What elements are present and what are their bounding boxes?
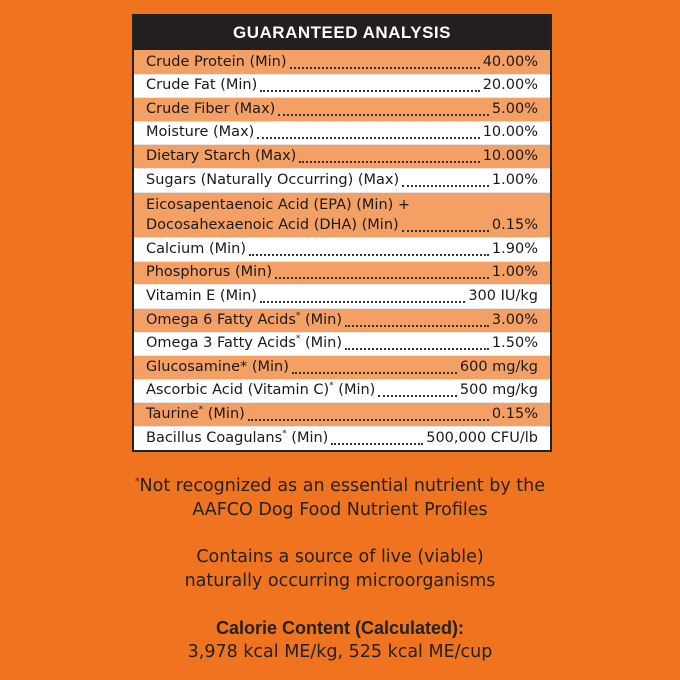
dot-leader	[402, 184, 489, 187]
dot-leader	[345, 324, 489, 327]
dot-leader	[259, 300, 466, 303]
nutrient-value: 1.00%	[491, 264, 538, 281]
footnote-text-1: Not recognized as an essential nutrient …	[139, 476, 545, 496]
nutrient-name: Moisture (Max)	[146, 124, 255, 141]
dot-leader	[247, 418, 489, 421]
nutrient-value: 600 mg/kg	[459, 358, 538, 375]
guaranteed-analysis-table: GUARANTEED ANALYSIS Crude Protein (Min) 4…	[132, 14, 552, 452]
nutrient-value: 20.00%	[482, 77, 538, 94]
footnote-marker: *	[295, 310, 301, 321]
table-row: Bacillus Coagulans* (Min) 500,000 CFU/lb	[134, 425, 550, 450]
nutrient-name: Omega 6 Fatty Acids* (Min)	[146, 310, 343, 328]
table-row: Taurine* (Min) 0.15%	[134, 402, 550, 426]
nutrient-name: Taurine* (Min)	[146, 405, 245, 422]
nutrient-value: 10.00%	[482, 124, 538, 141]
nutrient-name: Glucosamine* (Min)	[146, 358, 289, 375]
dot-leader	[257, 136, 480, 140]
dot-leader	[278, 113, 489, 116]
dot-leader	[378, 394, 457, 398]
dot-leader	[299, 160, 480, 163]
analysis-rows: Crude Protein (Min) 40.00% Crude Fat (Min)…	[134, 50, 550, 450]
footnote-line-2: AAFCO Dog Food Nutrient Profiles	[192, 500, 488, 520]
nutrient-value: 1.90%	[491, 240, 538, 257]
nutrient-value: 500,000 CFU/lb	[426, 429, 538, 446]
table-row: Crude Fat (Min) 20.00%	[134, 73, 550, 98]
nutrient-value: 1.00%	[491, 171, 538, 188]
dot-leader	[274, 276, 489, 280]
table-row: Glucosamine* (Min) 600 mg/kg	[134, 355, 550, 379]
live-note-line-1: Contains a source of live (viable)	[196, 547, 484, 567]
nutrient-name: Vitamin E (Min)	[146, 287, 257, 304]
table-row: Omega 3 Fatty Acids* (Min) 1.50%	[134, 331, 550, 356]
live-microorganisms-note: Contains a source of live (viable) natur…	[0, 545, 680, 593]
table-row: Vitamin E (Min) 300 IU/kg	[134, 284, 550, 308]
dot-leader	[249, 253, 489, 256]
nutrient-name: Bacillus Coagulans* (Min)	[146, 428, 329, 446]
dot-leader	[331, 442, 424, 445]
nutrient-value: 500 mg/kg	[459, 382, 538, 399]
nutrient-name: Crude Fat (Min)	[146, 77, 258, 94]
table-row: Dietary Starch (Max) 10.00%	[134, 144, 550, 168]
nutrient-value: 10.00%	[482, 147, 538, 164]
nutrient-name: Ascorbic Acid (Vitamin C)* (Min)	[146, 381, 376, 399]
nutrient-name: Calcium (Min)	[146, 240, 247, 257]
live-note-line-2: naturally occurring microorganisms	[184, 571, 496, 591]
table-row: Omega 6 Fatty Acids* (Min) 3.00%	[134, 307, 550, 332]
table-row: Crude Protein (Min) 40.00%	[134, 50, 550, 74]
dot-leader	[260, 89, 480, 93]
table-row: Crude Fiber (Max) 5.00%	[134, 97, 550, 121]
nutrient-name-line-1: Eicosapentaenoic Acid (EPA) (Min) +	[146, 197, 411, 214]
nutrient-value: 5.00%	[491, 100, 538, 117]
dot-leader	[289, 66, 480, 69]
nutrient-name: Crude Fiber (Max)	[146, 100, 276, 117]
table-header: GUARANTEED ANALYSIS	[134, 16, 550, 50]
notes-section: *Not recognized as an essential nutrient…	[0, 474, 680, 664]
table-row: Sugars (Naturally Occurring) (Max) 1.00%	[134, 167, 550, 192]
table-row: Phosphorus (Min) 1.00%	[134, 260, 550, 285]
calorie-title: Calorie Content (Calculated):	[215, 618, 465, 638]
footnote-asterisk: *	[135, 477, 140, 488]
nutrient-value: 300 IU/kg	[468, 287, 538, 304]
nutrient-name: Omega 3 Fatty Acids* (Min)	[146, 334, 343, 352]
nutrient-name: Sugars (Naturally Occurring) (Max)	[146, 171, 400, 188]
table-row: Calcium (Min) 1.90%	[134, 237, 550, 261]
calorie-value: 3,978 kcal ME/kg, 525 kcal ME/cup	[187, 642, 493, 662]
dot-leader	[401, 229, 489, 233]
nutrient-value: 3.00%	[491, 311, 538, 328]
dot-leader	[345, 347, 489, 351]
nutrient-name: Docosahexaenoic Acid (DHA) (Min)	[146, 217, 399, 234]
footnote-line-1: *Not recognized as an essential nutrient…	[0, 474, 680, 498]
table-row: Ascorbic Acid (Vitamin C)* (Min) 500 mg/k…	[134, 378, 550, 403]
nutrient-name: Dietary Starch (Max)	[146, 147, 297, 164]
footnote-marker: *	[295, 334, 301, 345]
footnote-marker: *	[329, 381, 334, 392]
table-row: Eicosapentaenoic Acid (EPA) (Min) + Docos…	[134, 191, 550, 238]
nutrient-name: Crude Protein (Min)	[146, 53, 287, 70]
nutrient-value: 0.15%	[491, 405, 538, 422]
footnote-marker: *	[282, 428, 287, 439]
nutrient-name: Phosphorus (Min)	[146, 264, 272, 281]
nutrient-value: 0.15%	[491, 217, 538, 234]
nutrient-value: 40.00%	[482, 53, 538, 70]
nutrient-value: 1.50%	[491, 335, 538, 352]
calorie-content: Calorie Content (Calculated): 3,978 kcal…	[0, 616, 680, 664]
dot-leader	[291, 371, 457, 374]
table-row: Moisture (Max) 10.00%	[134, 120, 550, 145]
footnote-marker: *	[198, 405, 204, 416]
